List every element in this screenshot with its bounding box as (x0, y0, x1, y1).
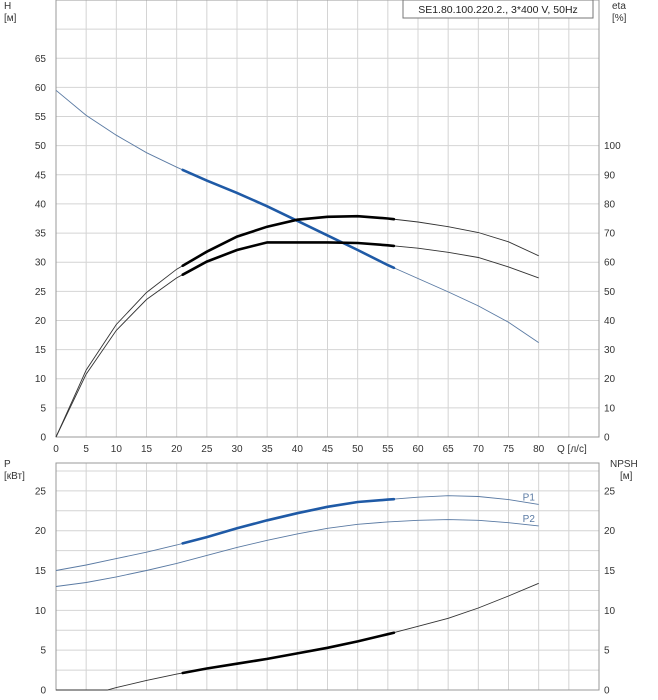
bottom-right-axis-label-line1: NPSH (610, 459, 638, 470)
top-chart-series (55, 89, 539, 438)
y-right-tick-label: 10 (604, 606, 616, 617)
series-label: P2 (523, 514, 536, 525)
x-tick-label: 35 (262, 444, 274, 455)
x-tick-label: 75 (503, 444, 515, 455)
x-tick-label: 30 (231, 444, 243, 455)
x-tick-label: 5 (83, 444, 89, 455)
y-left-tick-label: 10 (35, 374, 47, 385)
x-tick-label: 20 (171, 444, 183, 455)
y-left-tick-label: 25 (35, 486, 47, 497)
top-right-axis-label-line1: eta (612, 1, 626, 12)
y-right-tick-label: 25 (604, 486, 616, 497)
y-right-tick-label: 10 (604, 403, 616, 414)
plot-frame (55, 0, 600, 438)
bottom-left-axis-label-line1: P (4, 459, 11, 470)
y-right-tick-label: 90 (604, 170, 616, 181)
bottom-chart-ticks: 0 5 10 15 20 25 0 5 10 15 20 25 (35, 486, 616, 696)
y-right-tick-label: 0 (604, 433, 610, 444)
y-right-tick-label: 15 (604, 566, 616, 577)
x-tick-label: 60 (412, 444, 424, 455)
top-left-axis-label-line2: [м] (4, 13, 17, 24)
x-tick-label: 15 (141, 444, 153, 455)
y-left-tick-label: 0 (40, 433, 46, 444)
y-right-tick-label: 100 (604, 141, 621, 152)
series-highlight-0-1 (181, 241, 396, 277)
y-left-tick-label: 15 (35, 566, 47, 577)
x-tick-label: 80 (533, 444, 545, 455)
y-left-tick-label: 50 (35, 141, 47, 152)
top-right-axis-label-line2: [%] (612, 13, 627, 24)
y-left-tick-label: 25 (35, 287, 47, 298)
x-tick-label: 65 (443, 444, 455, 455)
bottom-right-axis-label-line2: [м] (620, 471, 633, 482)
y-right-tick-label: 40 (604, 316, 616, 327)
y-left-tick-label: 35 (35, 229, 47, 240)
bottom-chart-series: P1 P2 (55, 492, 539, 691)
y-right-tick-label: 5 (604, 646, 610, 657)
y-left-tick-label: 40 (35, 199, 47, 210)
y-left-tick-label: 60 (35, 83, 47, 94)
y-left-tick-label: 55 (35, 112, 47, 123)
y-left-tick-label: 20 (35, 526, 47, 537)
top-chart-grid (55, 0, 600, 438)
y-left-tick-label: 15 (35, 345, 47, 356)
x-tick-label: 10 (111, 444, 123, 455)
y-left-tick-label: 0 (40, 686, 46, 697)
y-left-tick-label: 10 (35, 606, 47, 617)
y-left-tick-label: 5 (40, 646, 46, 657)
y-left-tick-label: 30 (35, 258, 47, 269)
y-left-tick-label: 45 (35, 170, 47, 181)
series-highlight-1-0 (181, 497, 396, 545)
chart-title-box: SE1.80.100.220.2., 3*400 V, 50Hz (402, 0, 594, 19)
top-left-axis-label-line1: H (4, 1, 11, 12)
series-highlight-0-0 (181, 168, 396, 270)
bottom-left-axis-label-line2: [кВт] (4, 471, 25, 482)
x-tick-label: 55 (382, 444, 394, 455)
x-tick-label: 0 (53, 444, 59, 455)
y-left-tick-label: 5 (40, 403, 46, 414)
series-label: P1 (523, 492, 536, 503)
series-highlight-0-2 (181, 214, 396, 268)
y-right-tick-label: 20 (604, 526, 616, 537)
y-right-tick-label: 30 (604, 345, 616, 356)
x-tick-label: 45 (322, 444, 334, 455)
x-tick-label: 70 (473, 444, 485, 455)
series-highlight-1-2 (181, 631, 396, 675)
x-tick-label: 25 (201, 444, 213, 455)
y-right-tick-label: 50 (604, 287, 616, 298)
x-axis-label: Q [л/с] (557, 444, 587, 455)
y-left-tick-label: 65 (35, 54, 47, 65)
y-right-tick-label: 60 (604, 258, 616, 269)
plot-frame (55, 462, 600, 691)
chart-title: SE1.80.100.220.2., 3*400 V, 50Hz (418, 4, 578, 16)
y-right-tick-label: 80 (604, 199, 616, 210)
y-right-tick-label: 70 (604, 229, 616, 240)
bottom-chart-grid (55, 462, 600, 691)
y-left-tick-label: 20 (35, 316, 47, 327)
y-right-tick-label: 20 (604, 374, 616, 385)
y-right-tick-label: 0 (604, 686, 610, 697)
x-tick-label: 40 (292, 444, 304, 455)
top-chart-ticks: 0510152025303540455055606501020304050607… (35, 54, 621, 455)
series-line-1-1 (55, 519, 539, 587)
x-tick-label: 50 (352, 444, 364, 455)
